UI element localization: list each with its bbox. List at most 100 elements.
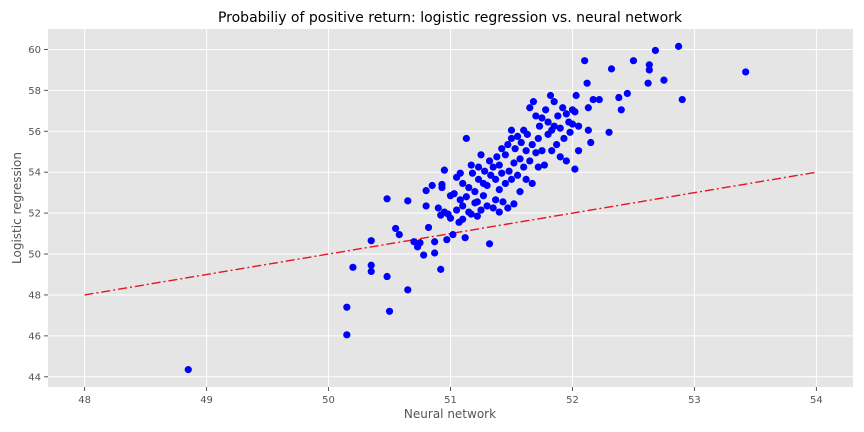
scatter-point bbox=[542, 106, 550, 114]
y-tick-label: 48 bbox=[28, 290, 41, 301]
scatter-point bbox=[184, 366, 192, 374]
scatter-point bbox=[528, 179, 536, 188]
y-axis-ticks: 44 46 48 50 52 54 56 58 60 bbox=[28, 45, 48, 383]
scatter-point bbox=[495, 208, 503, 216]
scatter-point bbox=[498, 145, 506, 153]
scatter-point bbox=[459, 179, 467, 188]
scatter-point bbox=[498, 169, 506, 177]
scatter-point bbox=[487, 171, 495, 179]
x-tick-label: 48 bbox=[78, 395, 91, 406]
scatter-point bbox=[481, 167, 489, 175]
scatter-point bbox=[465, 183, 473, 192]
scatter-point bbox=[595, 95, 603, 104]
scatter-point bbox=[510, 200, 518, 208]
scatter-point bbox=[440, 166, 449, 174]
x-tick-label: 54 bbox=[810, 395, 823, 406]
scatter-point bbox=[529, 98, 538, 106]
scatter-point bbox=[510, 159, 518, 167]
scatter-point bbox=[572, 91, 580, 100]
scatter-point bbox=[583, 79, 591, 87]
y-tick-label: 46 bbox=[28, 331, 41, 342]
scatter-point bbox=[522, 175, 530, 183]
scatter-point bbox=[528, 140, 536, 149]
y-tick-label: 58 bbox=[28, 86, 41, 97]
scatter-point bbox=[556, 124, 564, 132]
scatter-point bbox=[459, 215, 467, 223]
scatter-point bbox=[571, 108, 579, 116]
scatter-point bbox=[343, 303, 351, 311]
scatter-point bbox=[644, 79, 652, 87]
scatter-point bbox=[424, 223, 433, 232]
scatter-point bbox=[562, 110, 570, 118]
scatter-point bbox=[523, 130, 531, 138]
scatter-point bbox=[450, 190, 458, 198]
scatter-point bbox=[416, 239, 424, 247]
scatter-point bbox=[526, 157, 534, 165]
x-tick-label: 51 bbox=[444, 395, 457, 406]
scatter-point bbox=[431, 249, 439, 257]
scatter-point bbox=[493, 153, 501, 161]
x-tick-label: 50 bbox=[322, 395, 335, 406]
scatter-point bbox=[507, 126, 516, 134]
scatter-point bbox=[507, 134, 516, 143]
scatter-point bbox=[504, 140, 512, 149]
y-tick-label: 52 bbox=[28, 209, 41, 220]
scatter-point bbox=[467, 210, 475, 218]
scatter-point bbox=[556, 153, 564, 161]
scatter-point bbox=[446, 214, 455, 222]
scatter-point bbox=[495, 185, 503, 194]
scatter-point bbox=[550, 98, 558, 106]
scatter-point bbox=[520, 163, 528, 171]
scatter-point bbox=[559, 104, 567, 112]
scatter-point bbox=[607, 65, 616, 73]
scatter-point bbox=[562, 157, 570, 165]
scatter-point bbox=[584, 104, 592, 112]
scatter-points bbox=[184, 42, 750, 374]
scatter-point bbox=[674, 42, 683, 50]
scatter-point bbox=[517, 138, 525, 147]
scatter-point bbox=[651, 46, 660, 55]
scatter-point bbox=[456, 169, 464, 177]
scatter-point bbox=[645, 66, 653, 74]
scatter-point bbox=[428, 181, 436, 190]
scatter-point bbox=[422, 202, 430, 210]
scatter-point bbox=[477, 151, 485, 159]
scatter-point bbox=[742, 68, 750, 76]
y-tick-label: 44 bbox=[28, 372, 41, 383]
scatter-point bbox=[395, 230, 403, 239]
scatter-point bbox=[367, 261, 375, 269]
scatter-point bbox=[615, 93, 623, 102]
y-axis-label: Logistic regression bbox=[10, 152, 24, 264]
scatter-point bbox=[485, 240, 494, 248]
scatter-point bbox=[499, 198, 507, 206]
scatter-point bbox=[474, 175, 483, 183]
scatter-point bbox=[452, 206, 461, 214]
scatter-point bbox=[459, 202, 467, 210]
scatter-point bbox=[544, 118, 552, 126]
scatter-point bbox=[550, 122, 558, 130]
scatter-point bbox=[479, 192, 488, 200]
scatter-point bbox=[420, 251, 428, 259]
scatter-point bbox=[629, 57, 638, 65]
scatter-point bbox=[483, 181, 491, 190]
scatter-point bbox=[568, 120, 577, 128]
scatter-point bbox=[540, 161, 549, 169]
scatter-point bbox=[343, 331, 351, 339]
scatter-point bbox=[526, 104, 534, 112]
scatter-point bbox=[645, 61, 653, 69]
scatter-point bbox=[534, 134, 542, 143]
scatter-point bbox=[516, 155, 524, 163]
scatter-point bbox=[574, 122, 583, 130]
scatter-point bbox=[581, 57, 589, 65]
scatter-point bbox=[538, 114, 546, 122]
scatter-point bbox=[456, 196, 464, 204]
reference-line bbox=[84, 171, 817, 296]
scatter-point bbox=[584, 126, 592, 134]
scatter-point bbox=[571, 165, 579, 173]
y-tick-label: 50 bbox=[28, 250, 41, 261]
x-axis-ticks: 48 49 50 51 52 53 54 bbox=[78, 387, 823, 406]
scatter-point bbox=[501, 151, 509, 159]
scatter-point bbox=[485, 157, 494, 165]
scatter-point bbox=[434, 204, 442, 212]
scatter-point bbox=[492, 196, 500, 204]
